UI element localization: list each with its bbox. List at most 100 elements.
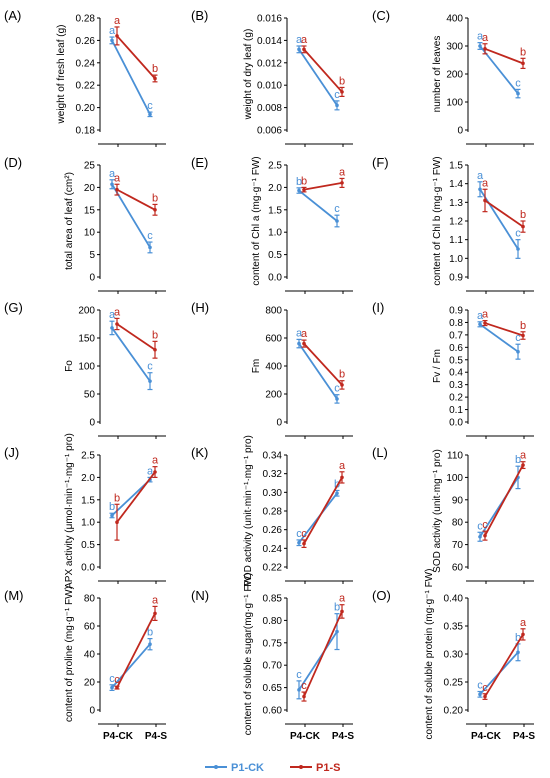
y-tick-label: 60: [84, 622, 96, 633]
series-line-P1-CK: [479, 323, 519, 353]
y-tick-label: 0.9: [449, 306, 463, 317]
y-tick-label: 0.3: [449, 380, 463, 391]
y-tick-label: 0.85: [263, 594, 283, 605]
y-tick-label: 25: [84, 161, 96, 172]
y-tick-label: 0.008: [257, 103, 282, 114]
data-point: [521, 61, 525, 66]
y-tick-label: 1.0: [268, 228, 282, 239]
y-tick-label: 0.1: [449, 405, 463, 416]
data-point: [110, 182, 114, 187]
significance-letter: c: [477, 680, 483, 692]
data-point: [478, 44, 482, 48]
significance-letter: c: [301, 528, 307, 540]
y-tick-label: 50: [84, 390, 96, 401]
significance-letter: a: [339, 166, 346, 178]
y-tick-label: 0.26: [76, 36, 96, 47]
x-category-label: P4-CK: [471, 731, 502, 742]
x-category-label: P4-S: [513, 731, 536, 742]
data-point: [335, 219, 339, 223]
significance-letter: b: [339, 369, 345, 381]
y-tick-label: 0: [89, 706, 95, 717]
panel-letter: (E): [191, 155, 208, 170]
data-point: [297, 341, 301, 346]
significance-letter: c: [147, 361, 153, 373]
data-point: [335, 629, 339, 634]
y-tick-label: 0.006: [257, 126, 282, 137]
y-axis-label: POD activity (unit·min⁻¹·mg⁻¹ pro): [243, 435, 254, 587]
data-point: [302, 341, 306, 346]
series-line-P1-CK: [479, 188, 519, 250]
significance-letter: a: [482, 177, 489, 189]
y-tick-label: 0.010: [257, 81, 282, 92]
y-tick-label: 0.65: [263, 683, 283, 694]
data-point: [483, 533, 487, 538]
y-tick-label: 20: [84, 678, 96, 689]
data-point: [521, 632, 525, 637]
data-point: [115, 34, 119, 38]
y-tick-label: 0: [89, 418, 95, 429]
y-axis-label: APX activity (μmol·min⁻¹·mg⁻¹ pro): [64, 433, 75, 589]
significance-letter: c: [296, 669, 302, 681]
y-tick-label: 0.0: [81, 563, 95, 574]
panel-letter: (A): [4, 8, 21, 23]
y-tick-label: 2.0: [81, 473, 95, 484]
significance-letter: a: [301, 328, 308, 340]
y-tick-label: 70: [452, 540, 464, 551]
data-point: [110, 38, 114, 43]
y-tick-label: 800: [265, 306, 282, 317]
y-tick-label: 0.20: [444, 706, 464, 717]
significance-letter: c: [334, 89, 340, 101]
y-tick-label: 1.2: [449, 217, 463, 228]
significance-letter: a: [477, 310, 484, 322]
series-line-P1-S: [303, 48, 343, 93]
y-axis-label: Fo: [64, 360, 75, 372]
y-tick-label: 0.012: [257, 58, 282, 69]
significance-letter: b: [515, 632, 521, 644]
data-point: [483, 198, 487, 203]
y-tick-label: 1.3: [449, 198, 463, 209]
panel-letter: (K): [191, 445, 208, 460]
data-point: [302, 187, 306, 192]
data-point: [516, 91, 520, 96]
y-axis-label: total area of leaf (cm²): [64, 172, 75, 270]
data-point: [153, 76, 157, 81]
panel-letter: (H): [191, 300, 209, 315]
y-tick-label: 1.5: [81, 495, 95, 506]
y-tick-label: 1.5: [449, 161, 463, 172]
significance-letter: a: [477, 170, 484, 182]
y-tick-label: 0.30: [263, 488, 283, 499]
data-point: [115, 685, 119, 690]
y-tick-label: 0.22: [263, 563, 283, 574]
data-point: [110, 513, 114, 518]
y-tick-label: 0.9: [449, 273, 463, 284]
panel-letter: (J): [4, 445, 19, 460]
data-point: [302, 47, 306, 52]
y-tick-label: 600: [265, 334, 282, 345]
series-line-P1-CK: [111, 39, 151, 115]
y-tick-label: 1.0: [449, 254, 463, 265]
series-line-P1-S: [116, 323, 156, 351]
y-tick-label: 0.5: [81, 540, 95, 551]
data-point: [110, 326, 114, 330]
significance-letter: a: [482, 309, 489, 321]
data-point: [302, 694, 306, 699]
significance-letter: b: [520, 46, 526, 58]
y-tick-label: 0: [457, 126, 463, 137]
significance-letter: c: [477, 520, 483, 532]
significance-letter: a: [109, 309, 116, 321]
series-line-P1-S: [484, 199, 524, 228]
data-point: [483, 694, 487, 699]
panel-letter: (B): [191, 8, 208, 23]
y-tick-label: 20: [84, 183, 96, 194]
y-tick-label: 0.0: [449, 418, 463, 429]
data-point: [297, 47, 301, 52]
series-line-P1-CK: [111, 183, 151, 248]
y-tick-label: 0.7: [449, 330, 463, 341]
significance-letter: c: [147, 230, 153, 242]
y-tick-label: 0.32: [263, 469, 283, 480]
y-tick-label: 110: [447, 451, 463, 462]
significance-letter: b: [152, 63, 158, 75]
panel-letter: (D): [4, 155, 22, 170]
y-tick-label: 0.25: [444, 678, 464, 689]
y-axis-label: content of Chl a (mg·g⁻¹ FW): [251, 156, 262, 285]
